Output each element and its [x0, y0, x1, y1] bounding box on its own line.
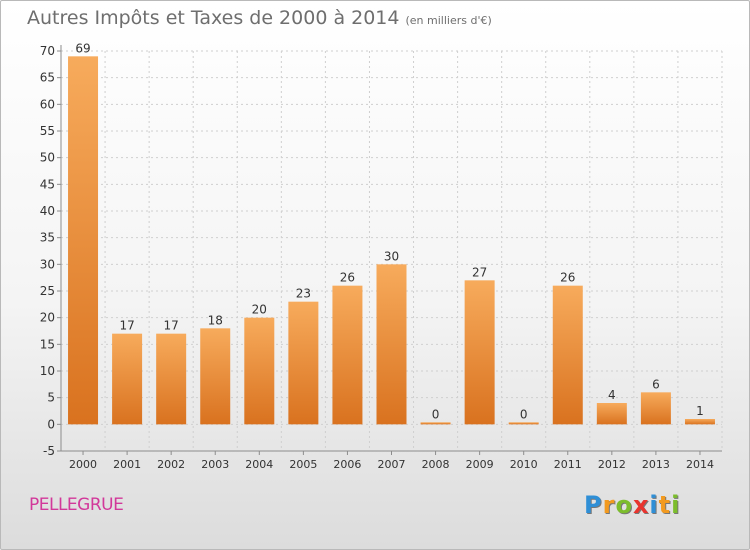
x-tick-label-2001: 2001 — [113, 458, 141, 471]
bars: 69 17 17 18 20 23 26 30 0 27 0 26 4 6 1 — [68, 41, 715, 425]
bar-2001 — [112, 333, 143, 425]
bar-2002 — [156, 333, 187, 425]
y-tick-label: 15 — [40, 337, 55, 351]
value-label-2006: 26 — [340, 271, 355, 285]
x-tick-label-2007: 2007 — [378, 458, 406, 471]
y-tick-label: -5 — [43, 444, 55, 458]
logo-letter: t — [658, 491, 672, 519]
x-tick-label-2009: 2009 — [466, 458, 494, 471]
y-tick-label: 0 — [47, 417, 55, 431]
x-tick-label-2010: 2010 — [510, 458, 538, 471]
y-tick-label: 35 — [40, 231, 55, 245]
y-tick-label: 40 — [40, 204, 55, 218]
x-tick-label-2000: 2000 — [69, 458, 97, 471]
bar-2013 — [640, 392, 671, 425]
value-label-2008: 0 — [432, 407, 440, 421]
bar-2010 — [508, 422, 539, 425]
bar-2008 — [420, 422, 451, 425]
value-label-2009: 27 — [472, 265, 487, 279]
place-name: PELLEGRUE — [29, 495, 124, 515]
value-label-2005: 23 — [296, 287, 311, 301]
bar-2005 — [288, 301, 319, 425]
y-tick-label: 50 — [40, 151, 55, 165]
logo-letter: P — [584, 491, 603, 519]
value-label-2004: 20 — [252, 303, 267, 317]
value-label-2007: 30 — [384, 249, 399, 263]
value-label-2003: 18 — [208, 313, 223, 327]
value-label-2011: 26 — [560, 271, 575, 285]
logo-letter: x — [632, 491, 650, 519]
y-tick-label: 45 — [40, 177, 55, 191]
bar-2009 — [464, 280, 495, 425]
x-tick-label-2005: 2005 — [289, 458, 317, 471]
value-label-2000: 69 — [75, 41, 90, 55]
proxiti-logo: Proxiti — [584, 491, 680, 519]
chart-title-text: Autres Impôts et Taxes de 2000 à 2014 — [27, 7, 400, 29]
x-tick-label-2003: 2003 — [201, 458, 229, 471]
y-tick-label: 25 — [40, 284, 55, 298]
bar-2004 — [244, 317, 275, 425]
value-label-2002: 17 — [164, 319, 179, 333]
y-tick-label: 30 — [40, 257, 55, 271]
y-tick-label: 65 — [40, 71, 55, 85]
x-tick-label-2002: 2002 — [157, 458, 185, 471]
x-tick-label-2008: 2008 — [422, 458, 450, 471]
bar-2012 — [596, 403, 627, 425]
value-label-2014: 1 — [696, 404, 704, 418]
y-tick-label: 5 — [47, 391, 55, 405]
y-tick-label: 70 — [40, 44, 55, 58]
logo-letter: r — [602, 491, 616, 519]
x-tick-label-2014: 2014 — [686, 458, 714, 471]
bar-2000 — [68, 56, 99, 425]
x-tick-label-2006: 2006 — [333, 458, 361, 471]
bar-2003 — [200, 328, 231, 425]
bar-2007 — [376, 264, 407, 425]
x-tick-label-2013: 2013 — [642, 458, 670, 471]
bar-2014 — [684, 419, 715, 425]
logo-letter: o — [615, 491, 633, 519]
value-label-2001: 17 — [119, 319, 134, 333]
bar-2011 — [552, 285, 583, 425]
value-label-2012: 4 — [608, 388, 616, 402]
logo-letter: i — [671, 491, 681, 519]
x-tick-label-2012: 2012 — [598, 458, 626, 471]
value-label-2013: 6 — [652, 377, 660, 391]
bar-2006 — [332, 285, 363, 425]
chart-subtitle: (en milliers d'€) — [405, 14, 492, 27]
y-tick-label: 60 — [40, 97, 55, 111]
y-tick-label: 20 — [40, 311, 55, 325]
y-tick-label: 55 — [40, 124, 55, 138]
logo-letter: i — [649, 491, 659, 519]
value-label-2010: 0 — [520, 407, 528, 421]
x-tick-label-2011: 2011 — [554, 458, 582, 471]
x-tick-label-2004: 2004 — [245, 458, 273, 471]
y-tick-label: 10 — [40, 364, 55, 378]
chart-title: Autres Impôts et Taxes de 2000 à 2014 (en… — [27, 7, 492, 29]
